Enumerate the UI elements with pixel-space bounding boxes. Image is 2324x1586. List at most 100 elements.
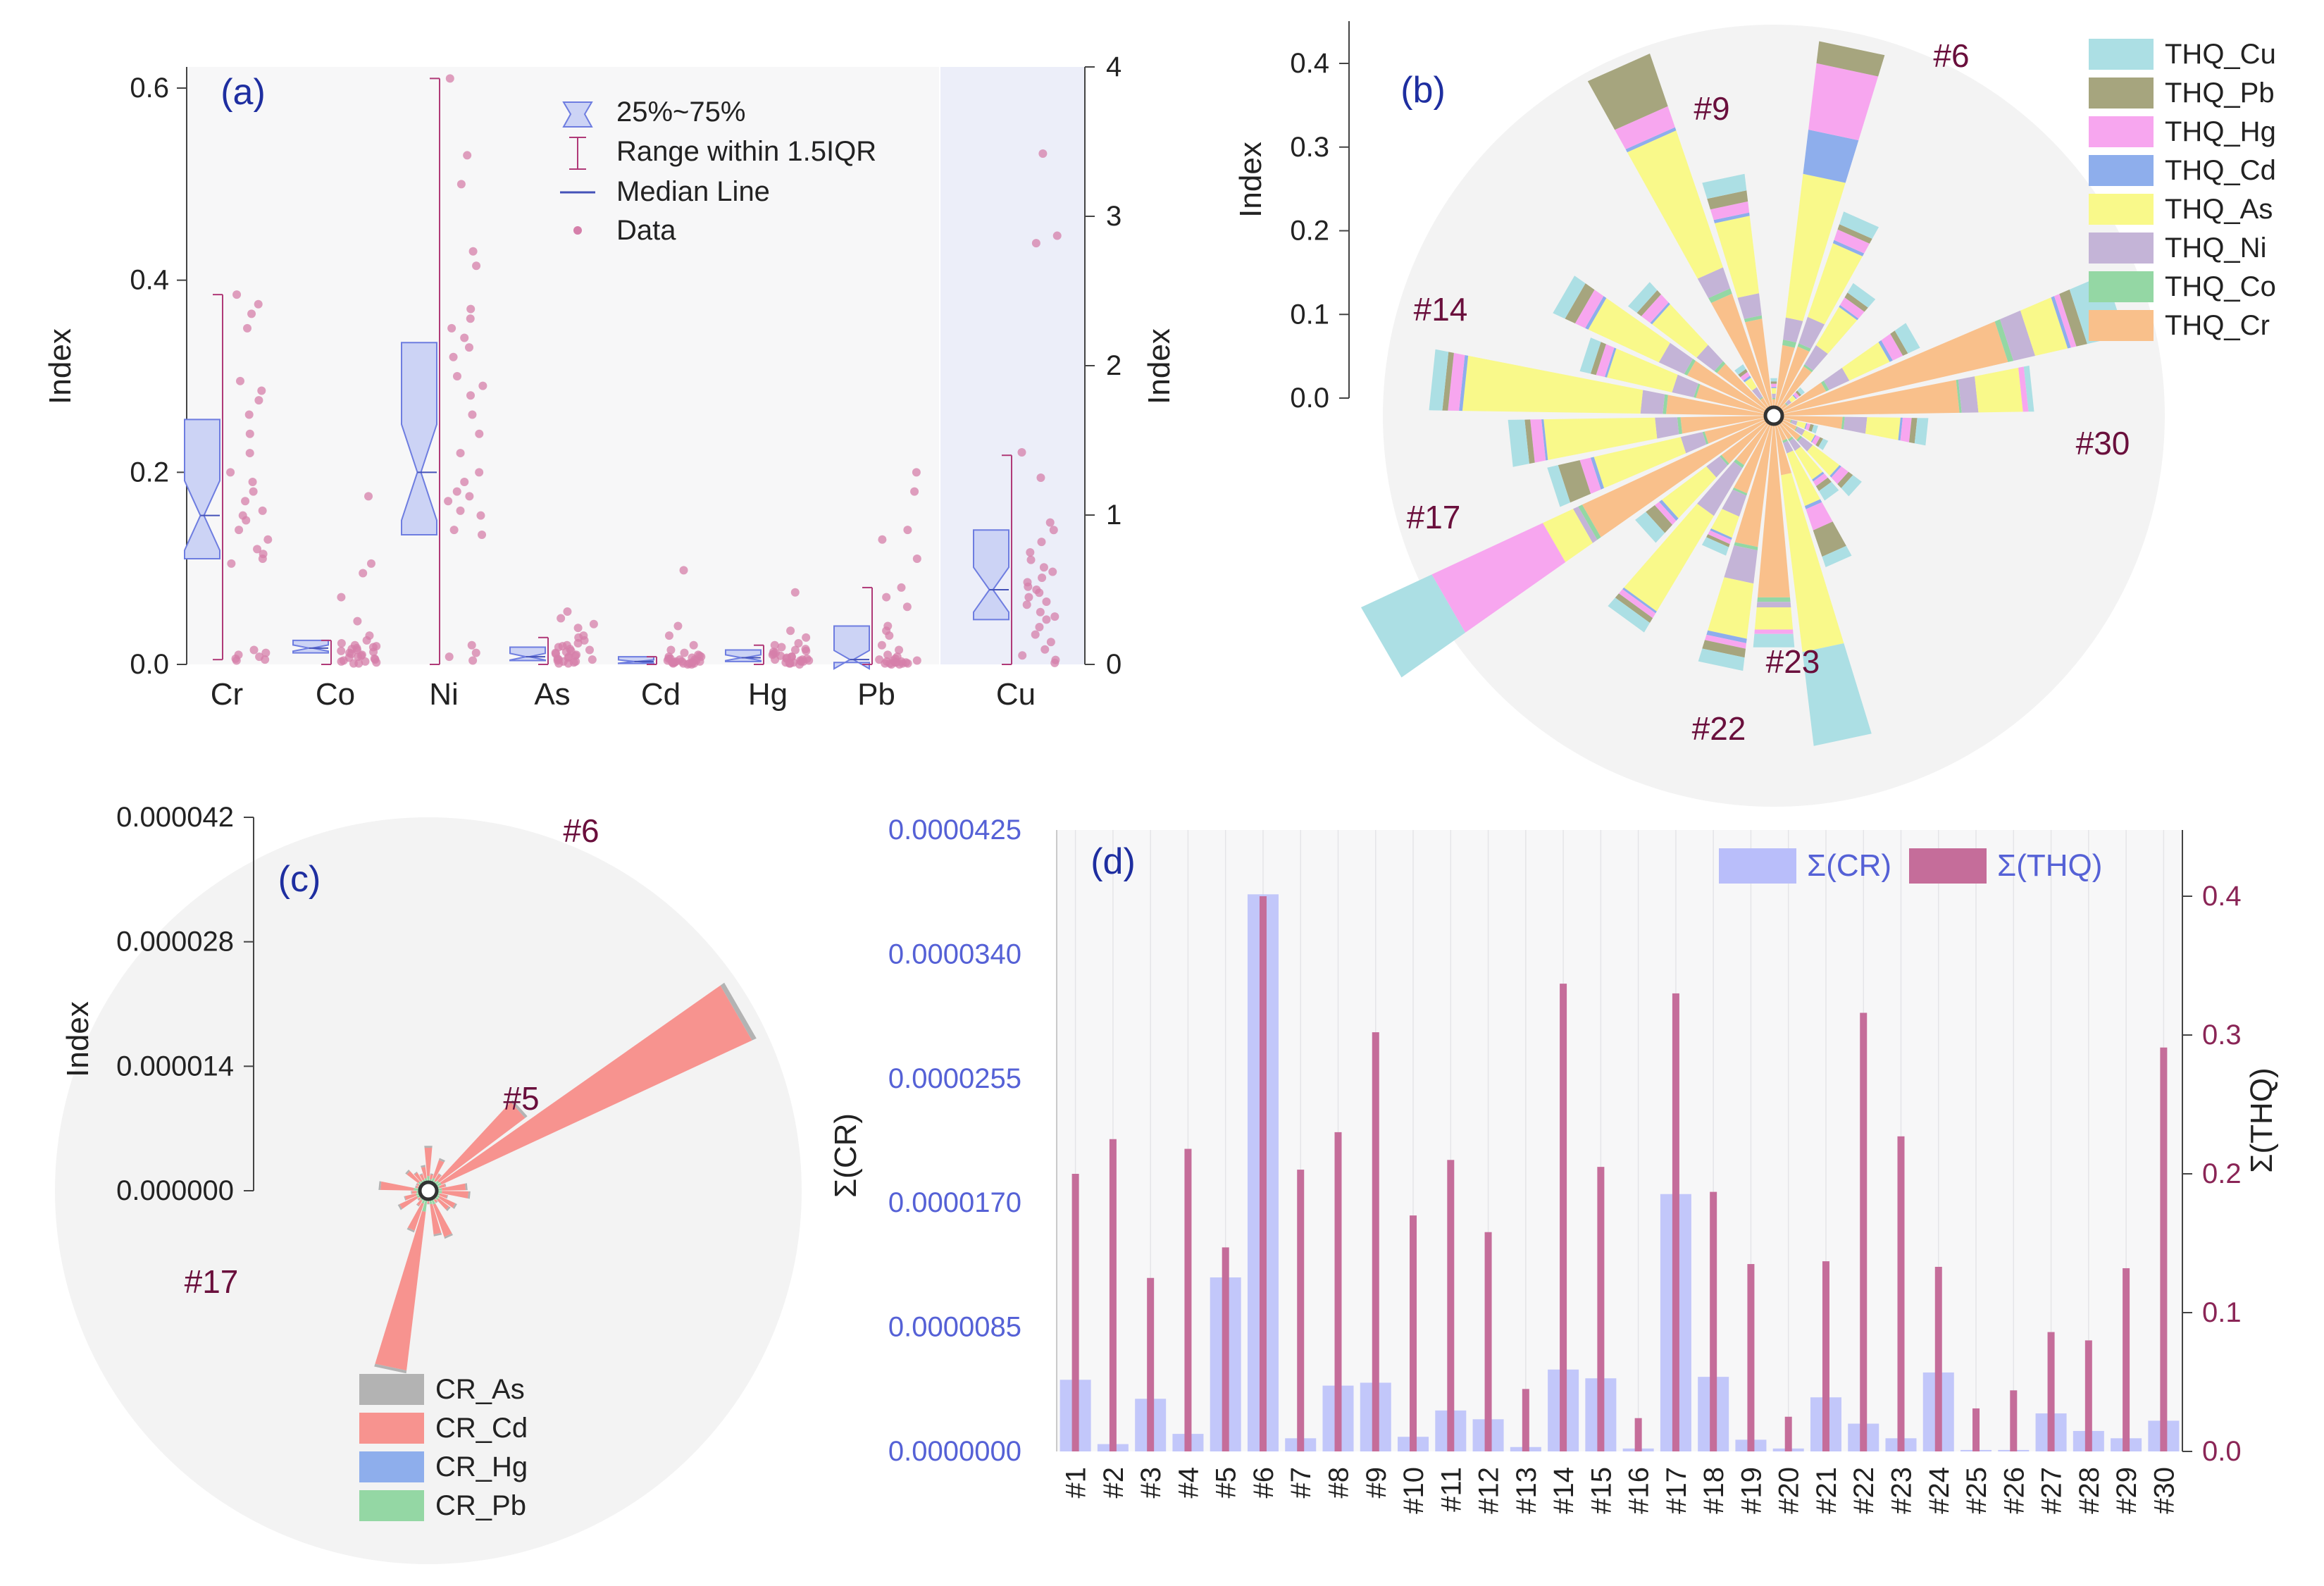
- annotation-s30: #30: [2076, 425, 2130, 461]
- thq-bar: [2084, 1340, 2092, 1451]
- box-co: [292, 639, 329, 654]
- legend-label: Data: [616, 215, 676, 246]
- data-point-cd: [666, 645, 676, 655]
- polar-bar-segment-thq-co: [1734, 459, 1744, 469]
- y-tick-label-right: 0.1: [2202, 1297, 2242, 1328]
- data-point-cu: [1017, 447, 1026, 457]
- legend-label: THQ_Cr: [2165, 310, 2270, 341]
- data-point-pb: [877, 640, 886, 650]
- polar-bar-segment-thq-cd: [1832, 240, 1865, 256]
- polar-bar-segment-thq-cd: [1625, 127, 1677, 153]
- data-point-ni: [478, 381, 487, 390]
- polar-bar-segment-thq-cu: [1553, 275, 1586, 319]
- legend-label: 25%~75%: [616, 97, 745, 128]
- y-axis-label-right: Index: [1142, 328, 1176, 404]
- polar-bar-segment-cr-as: [433, 1232, 442, 1237]
- data-point-cu: [1024, 593, 1033, 602]
- thq-bar: [1972, 1408, 1980, 1451]
- polar-bar-segment-thq-cd: [1839, 304, 1859, 321]
- legend-label: CR_As: [435, 1374, 525, 1405]
- polar-bar-segment-thq-as: [1787, 450, 1820, 507]
- polar-bar-segment-thq-ni: [1958, 376, 1979, 413]
- data-point-ni: [456, 180, 466, 189]
- polar-bar-segment-cr-pb: [437, 1191, 442, 1194]
- polar-bar-segment-thq-co: [1782, 340, 1796, 348]
- polar-bar-segment-thq-pb: [1815, 437, 1823, 447]
- polar-bar-segment-thq-co: [1790, 419, 1792, 423]
- data-point-cr: [249, 487, 258, 496]
- data-point-pb: [912, 555, 921, 564]
- polar-bar-segment-thq-cu: [1797, 387, 1805, 395]
- plot-background: [1057, 830, 2182, 1451]
- data-point-pb: [895, 660, 904, 669]
- data-point-ni: [463, 151, 472, 160]
- polar-bar-segment-thq-hg: [1900, 417, 1912, 442]
- x-tick-label-ni: Ni: [429, 677, 459, 712]
- polar-bar-segment-thq-hg: [1641, 294, 1669, 323]
- x-tick-label: #27: [2037, 1467, 2068, 1514]
- polar-bar-segment-thq-cr: [1734, 425, 1773, 547]
- polar-bar-segment-cr-as: [414, 1171, 418, 1175]
- data-point-cu: [1048, 567, 1057, 576]
- polar-bar-segment-thq-as: [1624, 503, 1714, 612]
- thq-bar: [1897, 1136, 1905, 1451]
- polar-bar-segment-cr-as: [452, 1203, 457, 1209]
- polar-bar-segment-thq-ni: [1737, 293, 1762, 319]
- polar-bar-segment-cr-as: [438, 1173, 442, 1177]
- polar-bar-segment-thq-hg: [1710, 201, 1750, 221]
- polar-bar-segment-cr-pb: [431, 1177, 435, 1182]
- thq-bar: [1860, 1012, 1868, 1451]
- legend-label: CR_Hg: [435, 1451, 528, 1482]
- thq-bar: [1597, 1167, 1605, 1451]
- data-point-cr: [261, 655, 270, 664]
- data-point-co: [354, 652, 363, 662]
- data-point-cu: [1049, 526, 1058, 535]
- polar-bar-segment-thq-hg: [1770, 383, 1777, 388]
- polar-bar-segment-thq-cr: [1780, 403, 1787, 410]
- polar-bar-segment-thq-cd: [1706, 630, 1747, 643]
- polar-center: [1763, 405, 1784, 426]
- thq-bar: [1184, 1148, 1192, 1451]
- polar-bar-segment-thq-co: [1578, 504, 1601, 540]
- polar-bar-segment-thq-cu: [1819, 481, 1839, 501]
- box-hg: [725, 649, 762, 662]
- thq-bar: [1147, 1277, 1155, 1451]
- data-point-ni: [466, 314, 475, 323]
- polar-bar-segment-thq-cr: [1777, 424, 1787, 441]
- y-axis-label-left: Σ(CR): [828, 1113, 863, 1198]
- data-point-cu: [1042, 597, 1051, 606]
- polar-bar-segment-thq-cr: [1680, 416, 1765, 434]
- data-point-hg: [790, 588, 800, 597]
- legend-label: CR_Pb: [435, 1490, 526, 1521]
- polar-bar-segment-cr-cd: [440, 985, 752, 1185]
- data-point-pb: [878, 535, 887, 544]
- panel-a: 0.0 0.2 0.4 0.6 0 1 2 3 4 Index Index (a) Cr Co Ni As Cd…: [43, 51, 1176, 712]
- data-point-pb: [882, 593, 891, 602]
- data-point-cu: [1046, 638, 1055, 647]
- polar-bar-segment-cr-pb: [433, 1198, 436, 1201]
- data-point-hg: [785, 659, 794, 668]
- thq-bar: [1410, 1215, 1417, 1451]
- polar-bar-segment-thq-hg: [1813, 473, 1828, 487]
- data-point-cu: [1052, 231, 1062, 240]
- polar-bar-segment-thq-cd: [1710, 528, 1732, 540]
- polar-bar-segment-thq-as: [1543, 509, 1593, 562]
- x-tick-label: #23: [1887, 1467, 1918, 1514]
- polar-bar-segment-thq-pb: [1816, 41, 1885, 77]
- polar-bar-segment-thq-cr: [1782, 419, 1797, 430]
- thq-bar: [2123, 1268, 2130, 1451]
- polar-bar-segment-thq-cr: [1711, 293, 1771, 407]
- data-point-cr: [249, 645, 259, 655]
- cu-background: [940, 67, 1085, 664]
- polar-bar-segment-thq-co: [1821, 380, 1829, 392]
- polar-bar-segment-thq-cr: [1782, 418, 1791, 423]
- polar-bar-segment-cr-as: [444, 1183, 447, 1187]
- polar-bar-segment-thq-ni: [1573, 507, 1598, 543]
- data-point-co: [359, 569, 368, 578]
- data-point-cr: [254, 299, 263, 309]
- data-point-ni: [478, 530, 487, 539]
- polar-bar-segment-thq-pb: [1770, 381, 1777, 384]
- polar-bar-segment-cr-pb: [419, 1196, 422, 1199]
- polar-bar-segment-thq-cd: [1804, 423, 1808, 430]
